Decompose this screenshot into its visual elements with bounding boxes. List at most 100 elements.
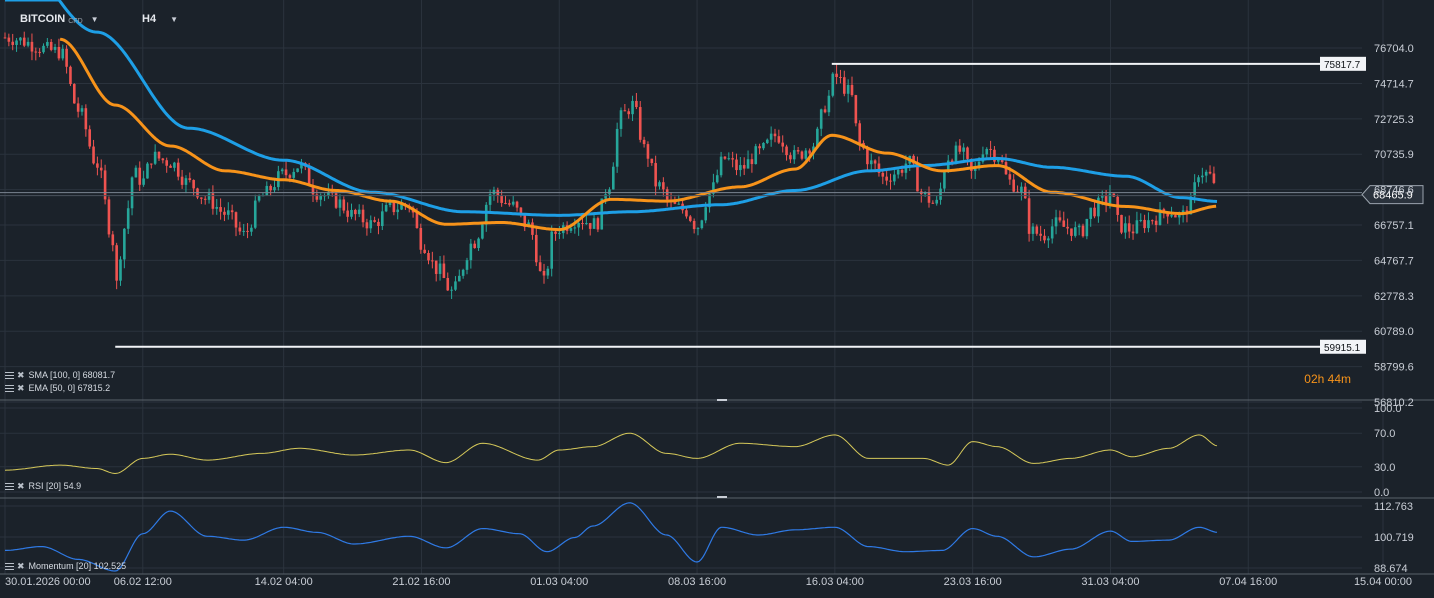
candle: [1081, 225, 1085, 237]
candle: [712, 182, 715, 194]
candle: [427, 252, 430, 261]
candle: [1000, 159, 1004, 163]
momentum-label: Momentum [20] 102.525: [28, 561, 127, 571]
candle: [284, 169, 288, 176]
candle: [500, 195, 503, 203]
candle: [223, 211, 226, 215]
momentum-tick-label: 100.719: [1374, 532, 1414, 544]
candle: [69, 66, 72, 85]
candle: [99, 167, 103, 171]
candle: [165, 160, 168, 166]
candle: [365, 222, 369, 229]
ema-line: [59, 37, 1217, 232]
candle: [1047, 238, 1050, 241]
candle: [242, 230, 245, 232]
candle: [1027, 198, 1031, 234]
price-tick-label: 74714.7: [1374, 78, 1414, 90]
candle: [434, 260, 438, 274]
candle: [631, 100, 634, 115]
candle: [719, 156, 723, 176]
candle: [138, 167, 142, 185]
candle: [1131, 231, 1135, 234]
indicator-rsi[interactable]: ✖ RSI [20] 54.9: [5, 480, 81, 492]
candle: [1066, 226, 1069, 229]
candle: [53, 46, 57, 50]
candle: [7, 37, 11, 42]
candle: [119, 259, 122, 281]
candle: [219, 207, 222, 212]
menu-icon[interactable]: [5, 384, 14, 392]
candle: [1170, 215, 1173, 217]
symbol-selector[interactable]: BITCOIN CFD ▼: [20, 10, 99, 28]
rsi-tick-label: 30.0: [1374, 462, 1395, 474]
menu-icon[interactable]: [5, 371, 14, 379]
close-icon[interactable]: ✖: [17, 560, 25, 571]
candle: [1074, 227, 1077, 236]
candle: [993, 149, 996, 162]
candle: [1174, 215, 1177, 218]
candle: [477, 238, 480, 249]
candle: [531, 222, 534, 235]
indicator-sma[interactable]: ✖ SMA [100, 0] 68081.7: [5, 369, 115, 381]
candle: [396, 209, 399, 213]
price-tick-label: 60789.0: [1374, 326, 1414, 338]
candle: [592, 218, 596, 229]
candle: [1085, 218, 1089, 237]
candle: [789, 155, 792, 160]
close-icon[interactable]: ✖: [17, 382, 25, 393]
menu-icon[interactable]: [5, 482, 14, 490]
price-tick-label: 58799.6: [1374, 362, 1414, 374]
candle: [1089, 207, 1092, 219]
pane-resize-handle[interactable]: [717, 399, 727, 401]
price-tick-label: 76704.0: [1374, 43, 1414, 55]
candle: [458, 275, 461, 282]
candle: [850, 84, 854, 96]
time-tick-label: 06.02 12:00: [114, 576, 172, 588]
candle: [715, 175, 719, 183]
close-icon[interactable]: ✖: [17, 369, 25, 380]
candle: [246, 230, 249, 232]
candle: [423, 249, 426, 253]
symbol-label: BITCOIN: [20, 13, 66, 25]
time-tick-label: 16.03 04:00: [806, 576, 864, 588]
chevron-down-icon: ▼: [170, 14, 178, 24]
candle: [831, 73, 835, 96]
candle: [400, 204, 403, 210]
candle: [388, 202, 392, 206]
candle: [1008, 174, 1012, 180]
candle: [619, 110, 623, 129]
candle: [238, 227, 242, 232]
candle: [34, 51, 38, 53]
time-tick-label: 15.04 00:00: [1354, 576, 1412, 588]
candle: [746, 159, 750, 169]
candle: [696, 228, 700, 230]
close-icon[interactable]: ✖: [17, 480, 25, 491]
candle: [123, 228, 126, 260]
candle: [673, 201, 677, 204]
candle: [61, 48, 65, 59]
candle: [742, 165, 746, 169]
candle: [96, 163, 99, 168]
candle: [970, 158, 973, 171]
candle: [1093, 207, 1096, 217]
candle: [1070, 228, 1073, 236]
candle: [1031, 226, 1035, 234]
price-tick-label: 64767.7: [1374, 255, 1414, 267]
pane-resize-handle[interactable]: [717, 496, 727, 498]
candle: [596, 218, 600, 230]
candle: [723, 156, 727, 159]
candle: [612, 166, 615, 190]
candle: [334, 193, 338, 208]
timeframe-selector[interactable]: H4 ▼: [142, 10, 178, 28]
candle: [469, 243, 473, 261]
menu-icon[interactable]: [5, 562, 14, 570]
indicator-momentum[interactable]: ✖ Momentum [20] 102.525: [5, 560, 126, 572]
indicator-ema[interactable]: ✖ EMA [50, 0] 67815.2: [5, 382, 110, 394]
sma-line: [5, 0, 1218, 217]
candle: [134, 167, 138, 178]
candle: [615, 128, 619, 167]
candle: [577, 223, 580, 228]
candle: [896, 169, 900, 175]
